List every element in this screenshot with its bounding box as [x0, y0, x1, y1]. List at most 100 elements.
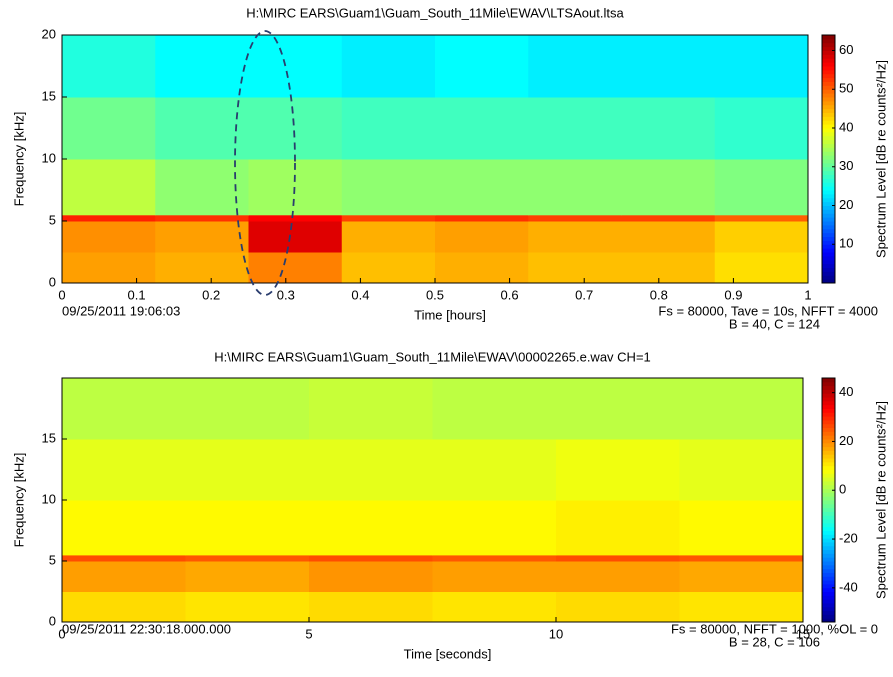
heat-cell [556, 554, 680, 562]
chart-title: H:\MIRC EARS\Guam1\Guam_South_11Mile\EWA… [214, 349, 651, 364]
settings-note: Fs = 80000, NFFT = 1000, %OL = 0 [671, 621, 878, 636]
colorbar-swatch [822, 576, 835, 581]
heat-cell [528, 159, 622, 216]
highlight-ellipse [234, 30, 296, 296]
colorbar-swatch [822, 564, 835, 570]
heat-cell [621, 159, 716, 216]
colorbar-tick-label: 30 [839, 158, 853, 173]
heat-cell [679, 378, 804, 440]
heat-cell [248, 97, 343, 160]
colorbar-swatch [822, 81, 835, 86]
colorbar-swatch [822, 419, 835, 425]
x-tick-label: 0 [58, 626, 65, 641]
colorbar-swatch [822, 69, 835, 75]
colorbar-swatch [822, 423, 835, 429]
heat-cell [185, 439, 310, 501]
colorbar-swatch [822, 170, 835, 175]
colorbar-swatch [822, 104, 835, 110]
colorbar-swatch [822, 54, 835, 59]
colorbar-swatch [822, 252, 835, 257]
heat-cell [528, 252, 622, 284]
colorbar-swatch [822, 549, 835, 554]
heat-cell [435, 35, 529, 98]
colorbar-swatch [822, 182, 835, 187]
x-tick-label: 0 [58, 287, 65, 302]
colorbar-swatch [822, 526, 835, 531]
x-tick-label: 5 [305, 626, 312, 641]
colorbar-swatch [822, 500, 835, 505]
heat-cell [435, 214, 529, 222]
colorbar-swatch [822, 263, 835, 268]
settings-note: B = 40, C = 124 [729, 316, 820, 331]
heat-cell [621, 221, 716, 253]
heat-cell [435, 97, 529, 160]
x-tick-label: 0.6 [501, 287, 519, 302]
colorbar-swatch [822, 228, 835, 234]
colorbar-swatch [822, 120, 835, 125]
y-tick-label: 10 [42, 150, 56, 165]
heat-cell [62, 214, 156, 222]
colorbar-swatch [822, 209, 835, 214]
colorbar-swatch [822, 614, 835, 619]
colorbar-swatch [822, 461, 835, 467]
colorbar-swatch [822, 431, 835, 436]
heat-cell [248, 252, 343, 284]
colorbar-swatch [822, 205, 835, 210]
colorbar-swatch [822, 503, 835, 509]
colorbar-swatch [822, 162, 835, 168]
heat-cell [556, 378, 680, 440]
heat-cell [621, 214, 716, 222]
colorbar-swatch [822, 100, 835, 106]
colorbar-swatch [822, 62, 835, 67]
colorbar-swatch [822, 416, 835, 421]
x-tick-label: 0.2 [202, 287, 220, 302]
colorbar-swatch [822, 610, 835, 615]
colorbar-tick-label: 60 [839, 42, 853, 57]
colorbar-swatch [822, 572, 835, 577]
colorbar-swatch [822, 50, 835, 55]
colorbar-swatch [822, 85, 835, 90]
heat-cell [309, 554, 433, 562]
colorbar-swatch [822, 515, 835, 520]
colorbar-swatch [822, 89, 835, 94]
x-axis-label: Time [seconds] [404, 646, 492, 661]
heat-cell [528, 221, 622, 253]
colorbar-tick-label: 40 [839, 384, 853, 399]
colorbar-swatch [822, 439, 835, 444]
colorbar-swatch [822, 378, 835, 383]
colorbar-swatch [822, 397, 835, 402]
colorbar-swatch [822, 381, 835, 387]
colorbar-swatch [822, 477, 835, 482]
colorbar-frame [821, 34, 836, 284]
colorbar-swatch [822, 236, 835, 241]
colorbar-swatch [822, 259, 835, 265]
colorbar-swatch [822, 568, 835, 573]
colorbar-swatch [822, 77, 835, 82]
heat-cell [185, 378, 310, 440]
x-tick-label: 1 [804, 287, 811, 302]
heat-cell [432, 591, 557, 623]
heat-cell [341, 97, 436, 160]
heat-cell [185, 500, 310, 556]
x-tick-label: 0.5 [426, 287, 444, 302]
heat-cell [435, 221, 529, 253]
colorbar-swatch [822, 128, 835, 133]
x-tick-label: 15 [796, 626, 810, 641]
y-tick-label: 15 [42, 430, 56, 445]
heat-cell [556, 591, 680, 623]
y-tick-label: 5 [49, 212, 56, 227]
colorbar-swatch [822, 557, 835, 562]
colorbar-swatch [822, 174, 835, 179]
colorbar-label: Spectrum Level [dB re counts²/Hz] [873, 401, 888, 599]
heat-cell [309, 378, 433, 440]
colorbar-swatch [822, 151, 835, 156]
colorbar-swatch [822, 116, 835, 121]
heat-cell [714, 252, 809, 284]
colorbar-swatch [822, 131, 835, 137]
colorbar-swatch [822, 279, 835, 284]
y-tick-label: 15 [42, 88, 56, 103]
colorbar-swatch [822, 618, 835, 623]
colorbar-tick-label: 50 [839, 81, 853, 96]
colorbar-tick-label: -20 [839, 530, 858, 545]
heat-cell [62, 439, 186, 501]
